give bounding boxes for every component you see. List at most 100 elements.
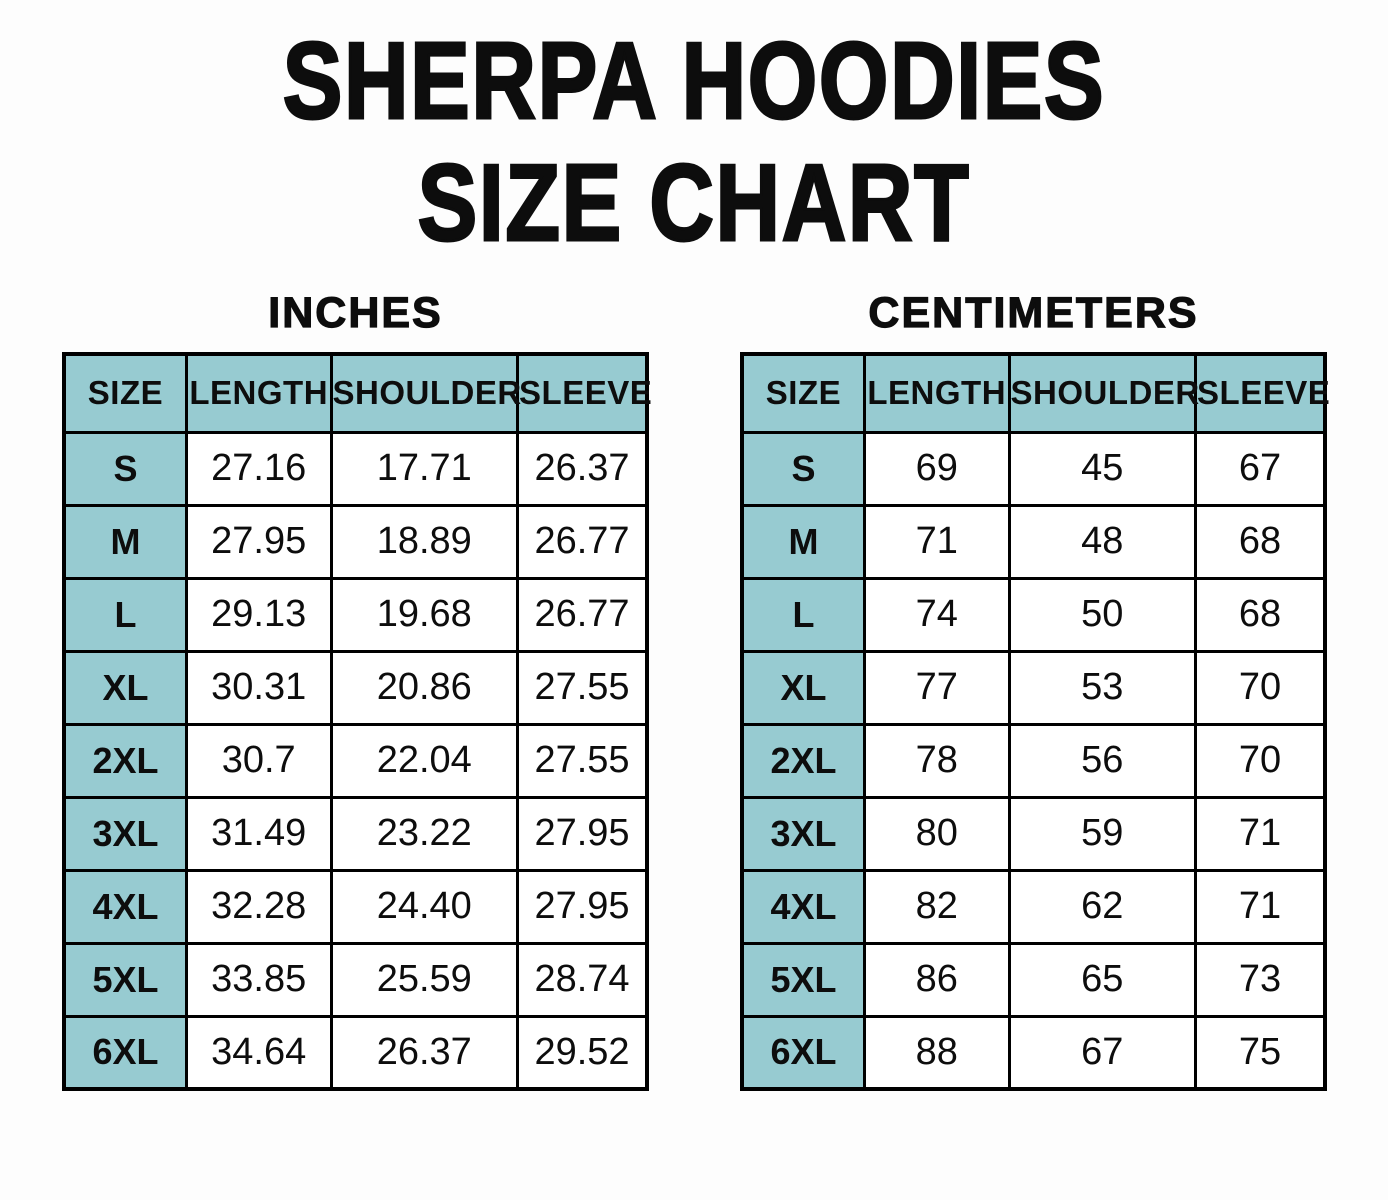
value-cell: 71 (1194, 795, 1327, 872)
column-header-sleeve: SLEEVE (516, 352, 652, 434)
size-cell: XL (740, 649, 866, 726)
value-cell: 68 (1194, 576, 1327, 653)
page-title-line-2: SIZE CHART (416, 141, 971, 266)
size-cell: 4XL (740, 868, 866, 945)
table-row: 5XL 33.85 25.59 28.74 (62, 941, 649, 1018)
column-header-sleeve: SLEEVE (1194, 352, 1330, 434)
header-row: SIZE LENGTH SHOULDER SLEEVE (62, 352, 652, 434)
table-row: S 69 45 67 (740, 430, 1327, 507)
value-cell: 62 (1007, 868, 1198, 945)
value-cell: 26.77 (516, 576, 649, 653)
size-cell: 5XL (740, 941, 866, 1018)
size-cell: M (62, 503, 188, 580)
column-header-shoulder: SHOULDER (1007, 352, 1199, 434)
table-row: 2XL 78 56 70 (740, 722, 1327, 799)
value-cell: 31.49 (184, 795, 333, 872)
value-cell: 32.28 (184, 868, 333, 945)
table-row: 5XL 86 65 73 (740, 941, 1327, 1018)
value-cell: 70 (1194, 722, 1327, 799)
column-header-length: LENGTH (184, 352, 333, 434)
size-cell: 3XL (62, 795, 188, 872)
value-cell: 53 (1007, 649, 1198, 726)
value-cell: 26.37 (516, 430, 649, 507)
value-cell: 19.68 (329, 576, 520, 653)
size-cell: 3XL (740, 795, 866, 872)
tables-row: INCHES SIZE LENGTH SHOULDER SLEEVE S 27.16 17.… (62, 287, 1330, 1091)
value-cell: 70 (1194, 649, 1327, 726)
table-row: 6XL 88 67 75 (740, 1014, 1327, 1091)
value-cell: 48 (1007, 503, 1198, 580)
value-cell: 34.64 (184, 1014, 333, 1091)
value-cell: 17.71 (329, 430, 520, 507)
table-row: XL 77 53 70 (740, 649, 1327, 726)
header-row: SIZE LENGTH SHOULDER SLEEVE (740, 352, 1330, 434)
size-cell: 4XL (62, 868, 188, 945)
table-row: 4XL 82 62 71 (740, 868, 1327, 945)
value-cell: 27.16 (184, 430, 333, 507)
centimeters-table-title: CENTIMETERS (868, 288, 1199, 337)
centimeters-table-section: CENTIMETERS SIZE LENGTH SHOULDER SLEEVE S 69 4… (740, 287, 1330, 1091)
value-cell: 28.74 (516, 941, 649, 1018)
size-cell: 2XL (62, 722, 188, 799)
inches-table: SIZE LENGTH SHOULDER SLEEVE S 27.16 17.71 26.37… (62, 352, 652, 1091)
table-row: 3XL 31.49 23.22 27.95 (62, 795, 649, 872)
value-cell: 27.55 (516, 722, 649, 799)
value-cell: 78 (862, 722, 1011, 799)
size-cell: L (740, 576, 866, 653)
value-cell: 74 (862, 576, 1011, 653)
value-cell: 71 (1194, 868, 1327, 945)
inches-table-section: INCHES SIZE LENGTH SHOULDER SLEEVE S 27.16 17.… (62, 287, 652, 1091)
table-row: L 29.13 19.68 26.77 (62, 576, 649, 653)
inches-table-title: INCHES (268, 288, 443, 337)
value-cell: 82 (862, 868, 1011, 945)
column-header-size: SIZE (62, 352, 188, 434)
size-cell: 6XL (740, 1014, 866, 1091)
value-cell: 23.22 (329, 795, 520, 872)
table-row: S 27.16 17.71 26.37 (62, 430, 649, 507)
value-cell: 30.31 (184, 649, 333, 726)
table-row: XL 30.31 20.86 27.55 (62, 649, 649, 726)
value-cell: 26.37 (329, 1014, 520, 1091)
value-cell: 68 (1194, 503, 1327, 580)
size-cell: 6XL (62, 1014, 188, 1091)
value-cell: 29.52 (516, 1014, 649, 1091)
value-cell: 29.13 (184, 576, 333, 653)
value-cell: 73 (1194, 941, 1327, 1018)
size-cell: 2XL (740, 722, 866, 799)
page-title-line-1: SHERPA HOODIES (282, 18, 1106, 143)
value-cell: 18.89 (329, 503, 520, 580)
size-cell: S (62, 430, 188, 507)
value-cell: 50 (1007, 576, 1198, 653)
column-header-shoulder: SHOULDER (329, 352, 521, 434)
value-cell: 59 (1007, 795, 1198, 872)
value-cell: 88 (862, 1014, 1011, 1091)
size-cell: M (740, 503, 866, 580)
value-cell: 86 (862, 941, 1011, 1018)
value-cell: 27.55 (516, 649, 649, 726)
value-cell: 27.95 (184, 503, 333, 580)
size-cell: XL (62, 649, 188, 726)
value-cell: 45 (1007, 430, 1198, 507)
size-cell: 5XL (62, 941, 188, 1018)
column-header-length: LENGTH (862, 352, 1011, 434)
table-row: M 71 48 68 (740, 503, 1327, 580)
table-row: L 74 50 68 (740, 576, 1327, 653)
page-title: SHERPA HOODIES SIZE CHART (0, 18, 1388, 266)
value-cell: 22.04 (329, 722, 520, 799)
table-row: 6XL 34.64 26.37 29.52 (62, 1014, 649, 1091)
value-cell: 30.7 (184, 722, 333, 799)
value-cell: 27.95 (516, 795, 649, 872)
column-header-size: SIZE (740, 352, 866, 434)
table-row: 3XL 80 59 71 (740, 795, 1327, 872)
value-cell: 27.95 (516, 868, 649, 945)
value-cell: 56 (1007, 722, 1198, 799)
value-cell: 67 (1194, 430, 1327, 507)
centimeters-table: SIZE LENGTH SHOULDER SLEEVE S 69 45 67 M 71 48 68 L 7… (740, 352, 1330, 1091)
value-cell: 20.86 (329, 649, 520, 726)
table-row: M 27.95 18.89 26.77 (62, 503, 649, 580)
table-row: 2XL 30.7 22.04 27.55 (62, 722, 649, 799)
value-cell: 25.59 (329, 941, 520, 1018)
value-cell: 77 (862, 649, 1011, 726)
value-cell: 67 (1007, 1014, 1198, 1091)
value-cell: 71 (862, 503, 1011, 580)
